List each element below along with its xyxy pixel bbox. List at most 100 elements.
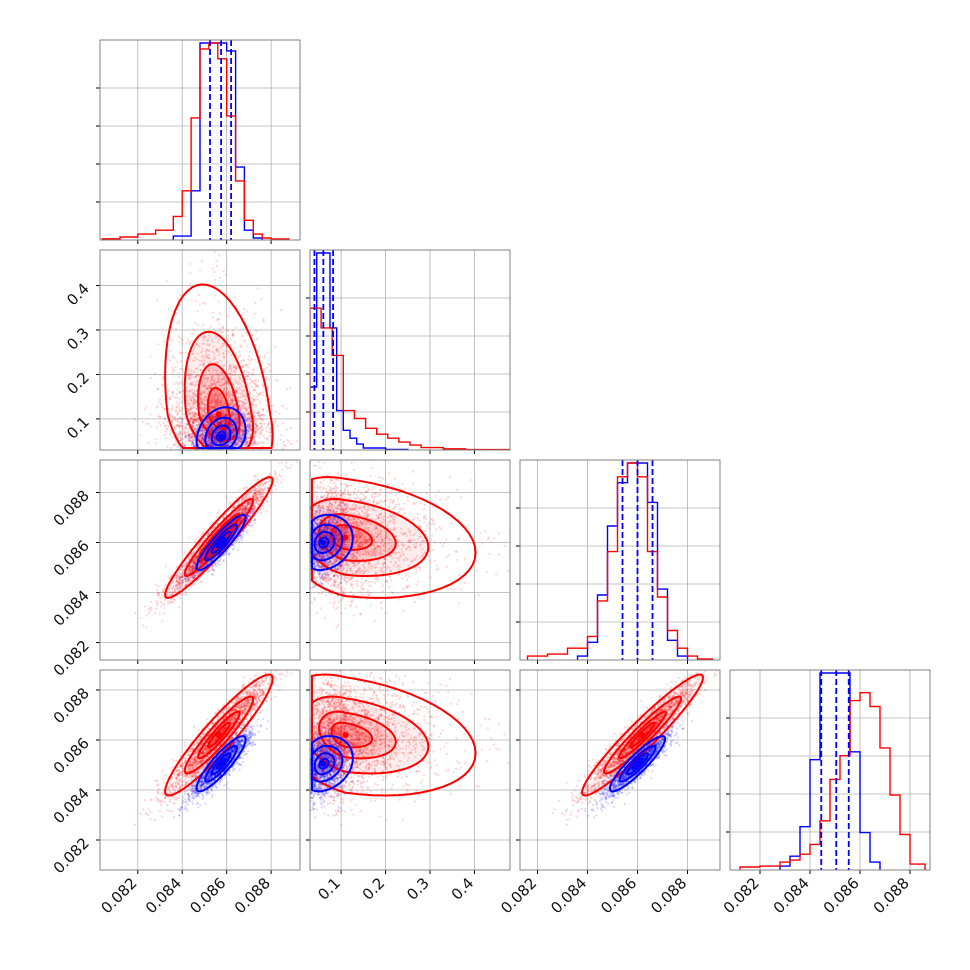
sample-point-red — [143, 408, 146, 411]
sample-point-blue — [207, 434, 210, 437]
panel-content — [101, 40, 290, 240]
sample-point-blue — [219, 441, 223, 444]
sample-point-blue — [224, 421, 227, 425]
sample-point-red — [285, 407, 288, 410]
histogram-panel-1 — [306, 249, 511, 454]
sample-point-blue — [207, 438, 210, 441]
y-tick-label: 0.088 — [50, 487, 93, 530]
sample-point-blue — [215, 422, 219, 425]
sample-point-blue — [226, 437, 229, 440]
sample-point-red — [160, 402, 163, 405]
sample-point-blue — [212, 405, 215, 408]
sample-point-blue — [220, 441, 223, 444]
sample-point-blue — [233, 428, 237, 431]
sample-point-red — [284, 444, 287, 447]
sample-point-blue — [209, 436, 212, 439]
sample-point-red — [266, 351, 269, 354]
sample-point-blue — [224, 418, 227, 421]
sample-point-red — [286, 439, 289, 442]
sample-point-blue — [215, 416, 218, 419]
sample-point-blue — [209, 429, 212, 432]
sample-point-blue — [227, 435, 230, 438]
sample-point-red — [161, 405, 164, 408]
sample-point-blue — [199, 430, 202, 433]
sample-point-red — [188, 262, 192, 265]
sample-point-blue — [217, 422, 220, 425]
sample-point-blue — [207, 437, 210, 440]
sample-point-blue — [219, 420, 222, 423]
sample-point-blue — [247, 429, 250, 432]
sample-point-blue — [237, 439, 240, 442]
sample-point-blue — [265, 437, 268, 441]
sample-point-blue — [213, 438, 216, 441]
sample-point-blue — [211, 429, 214, 432]
sample-point-blue — [200, 436, 204, 439]
sample-point-red — [218, 254, 221, 257]
sample-point-blue — [232, 426, 235, 429]
sample-point-blue — [203, 430, 206, 433]
sample-point-blue — [216, 429, 219, 432]
sample-point-blue — [226, 432, 229, 436]
sample-point-blue — [230, 416, 233, 419]
sample-point-red — [222, 269, 225, 273]
sample-point-red — [167, 307, 170, 310]
sample-point-blue — [225, 414, 228, 417]
sample-point-blue — [192, 444, 195, 448]
sample-point-blue — [208, 443, 211, 446]
sample-point-blue — [191, 435, 194, 438]
sample-point-red — [164, 424, 167, 427]
sample-point-blue — [217, 421, 221, 424]
sample-point-red — [281, 447, 284, 450]
sample-point-red — [161, 378, 164, 381]
sample-point-blue — [239, 430, 242, 433]
sample-point-blue — [209, 442, 213, 445]
sample-point-blue — [236, 420, 239, 423]
sample-point-blue — [218, 421, 221, 425]
sample-point-blue — [240, 419, 243, 422]
sample-point-red — [159, 416, 162, 419]
sample-point-red — [268, 378, 271, 381]
sample-point-blue — [207, 421, 210, 424]
y-tick-label: 0.4 — [63, 280, 93, 310]
sample-point-red — [198, 269, 201, 272]
sample-point-blue — [225, 445, 228, 448]
sample-point-blue — [210, 429, 213, 432]
sample-point-red — [177, 297, 180, 300]
sample-point-blue — [207, 435, 210, 438]
sample-point-blue — [191, 442, 194, 445]
sample-point-blue — [238, 434, 241, 437]
sample-point-blue — [212, 415, 215, 418]
sample-point-blue — [195, 428, 198, 431]
sample-point-blue — [205, 424, 208, 427]
sample-point-red — [170, 431, 173, 434]
sample-point-blue — [191, 433, 194, 436]
sample-point-blue — [232, 433, 235, 436]
sample-point-blue — [226, 429, 229, 432]
sample-point-blue — [224, 419, 227, 422]
y-tick-label: 0.2 — [63, 369, 93, 399]
sample-point-blue — [207, 419, 210, 422]
sample-point-blue — [226, 419, 229, 422]
sample-point-red — [165, 427, 168, 430]
sample-point-blue — [249, 420, 252, 423]
sample-point-blue — [249, 429, 252, 432]
sample-point-blue — [249, 420, 252, 423]
sample-point-blue — [191, 439, 194, 442]
sample-point-blue — [231, 432, 234, 435]
sample-point-blue — [223, 419, 227, 422]
sample-point-blue — [239, 433, 242, 436]
sample-point-blue — [217, 422, 220, 425]
sample-point-blue — [232, 433, 235, 436]
sample-point-red — [162, 421, 165, 424]
sample-point-blue — [211, 425, 214, 429]
sample-point-blue — [230, 415, 233, 418]
sample-point-blue — [238, 435, 241, 438]
sample-point-blue — [230, 425, 233, 428]
sample-point-red — [267, 387, 270, 390]
sample-point-blue — [229, 443, 232, 446]
sample-point-blue — [218, 441, 221, 445]
sample-point-blue — [181, 420, 184, 423]
scatter-panel-1-0: 0.10.20.30.4 — [63, 249, 301, 454]
sample-point-blue — [210, 428, 213, 431]
sample-point-blue — [233, 428, 236, 432]
